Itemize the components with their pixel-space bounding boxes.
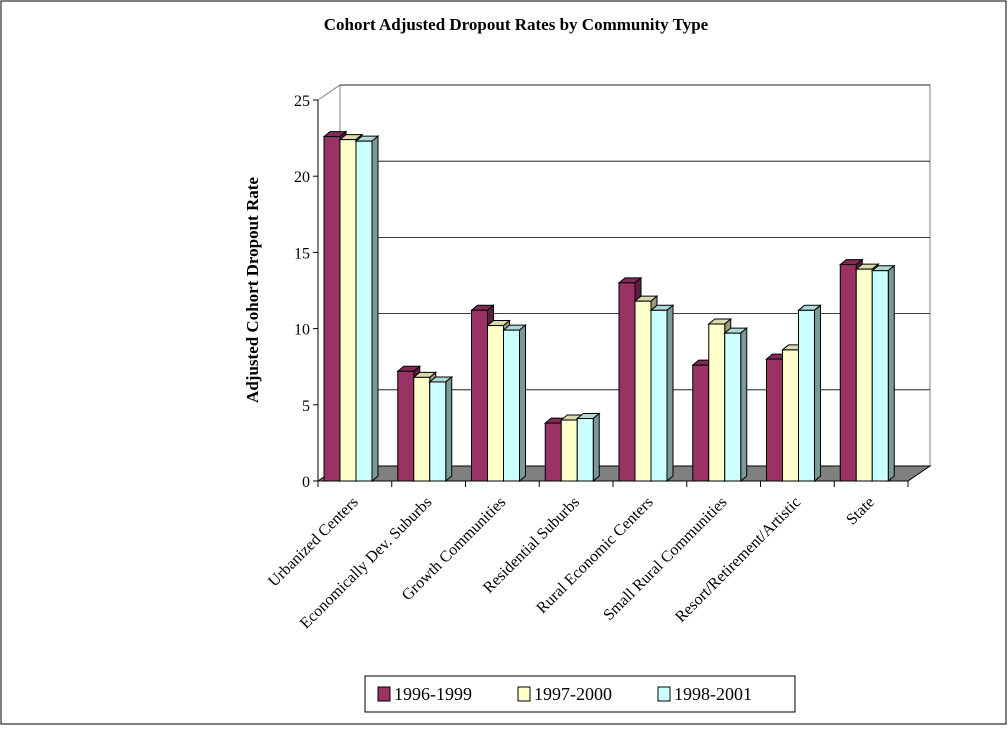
bar-front	[576, 418, 594, 482]
legend-swatch	[377, 686, 391, 702]
bar-side	[445, 375, 453, 483]
y-tick-label: 15	[294, 245, 310, 262]
bar	[502, 324, 527, 483]
legend-label: 1996-1999	[394, 684, 472, 704]
bar-front	[323, 136, 341, 482]
bar	[797, 304, 822, 483]
bar-front	[871, 270, 889, 482]
bar	[649, 304, 675, 483]
bar-side	[666, 304, 674, 483]
bar-front	[397, 370, 415, 482]
chart-title: Cohort Adjusted Dropout Rates by Communi…	[324, 15, 709, 34]
bar-front	[650, 309, 668, 482]
bar-side	[371, 135, 379, 483]
bar-side	[519, 324, 526, 483]
bar-front	[413, 376, 431, 482]
bar-front	[618, 282, 636, 482]
legend-label: 1998-2001	[674, 684, 752, 704]
y-axis-label: Adjusted Cohort Dropout Rate	[243, 177, 262, 403]
bar-front	[355, 140, 373, 482]
bar-front	[339, 139, 357, 482]
bar-front	[544, 422, 562, 482]
bar	[870, 264, 896, 483]
y-tick-label: 5	[302, 398, 310, 415]
y-tick-label: 25	[294, 93, 310, 110]
bar-front	[692, 364, 710, 482]
bar-front	[839, 264, 857, 482]
bar-side	[740, 327, 748, 483]
bar	[575, 412, 601, 483]
bar-front	[429, 381, 447, 482]
bar-side	[814, 304, 821, 483]
bar-front	[560, 419, 578, 482]
bar-side	[887, 264, 895, 483]
bar-front	[503, 329, 520, 482]
y-tick-label: 10	[294, 322, 310, 339]
bar-front	[798, 309, 815, 482]
y-tick-label: 20	[294, 169, 310, 186]
bar-side	[592, 412, 600, 483]
y-tick-label: 0	[302, 474, 310, 491]
bar	[428, 375, 454, 483]
bar-front	[782, 349, 799, 482]
bar-front	[471, 309, 488, 482]
bar-front	[724, 332, 742, 482]
bar-front	[487, 325, 504, 482]
bar-front	[766, 358, 783, 482]
legend-swatch	[517, 686, 531, 702]
legend-swatch	[657, 686, 671, 702]
bar-front	[634, 300, 652, 482]
legend-box	[364, 675, 796, 713]
bar	[723, 327, 749, 483]
bar-front	[855, 268, 873, 482]
bar-front	[708, 323, 726, 482]
bar	[354, 135, 380, 483]
legend-label: 1997-2000	[534, 684, 612, 704]
